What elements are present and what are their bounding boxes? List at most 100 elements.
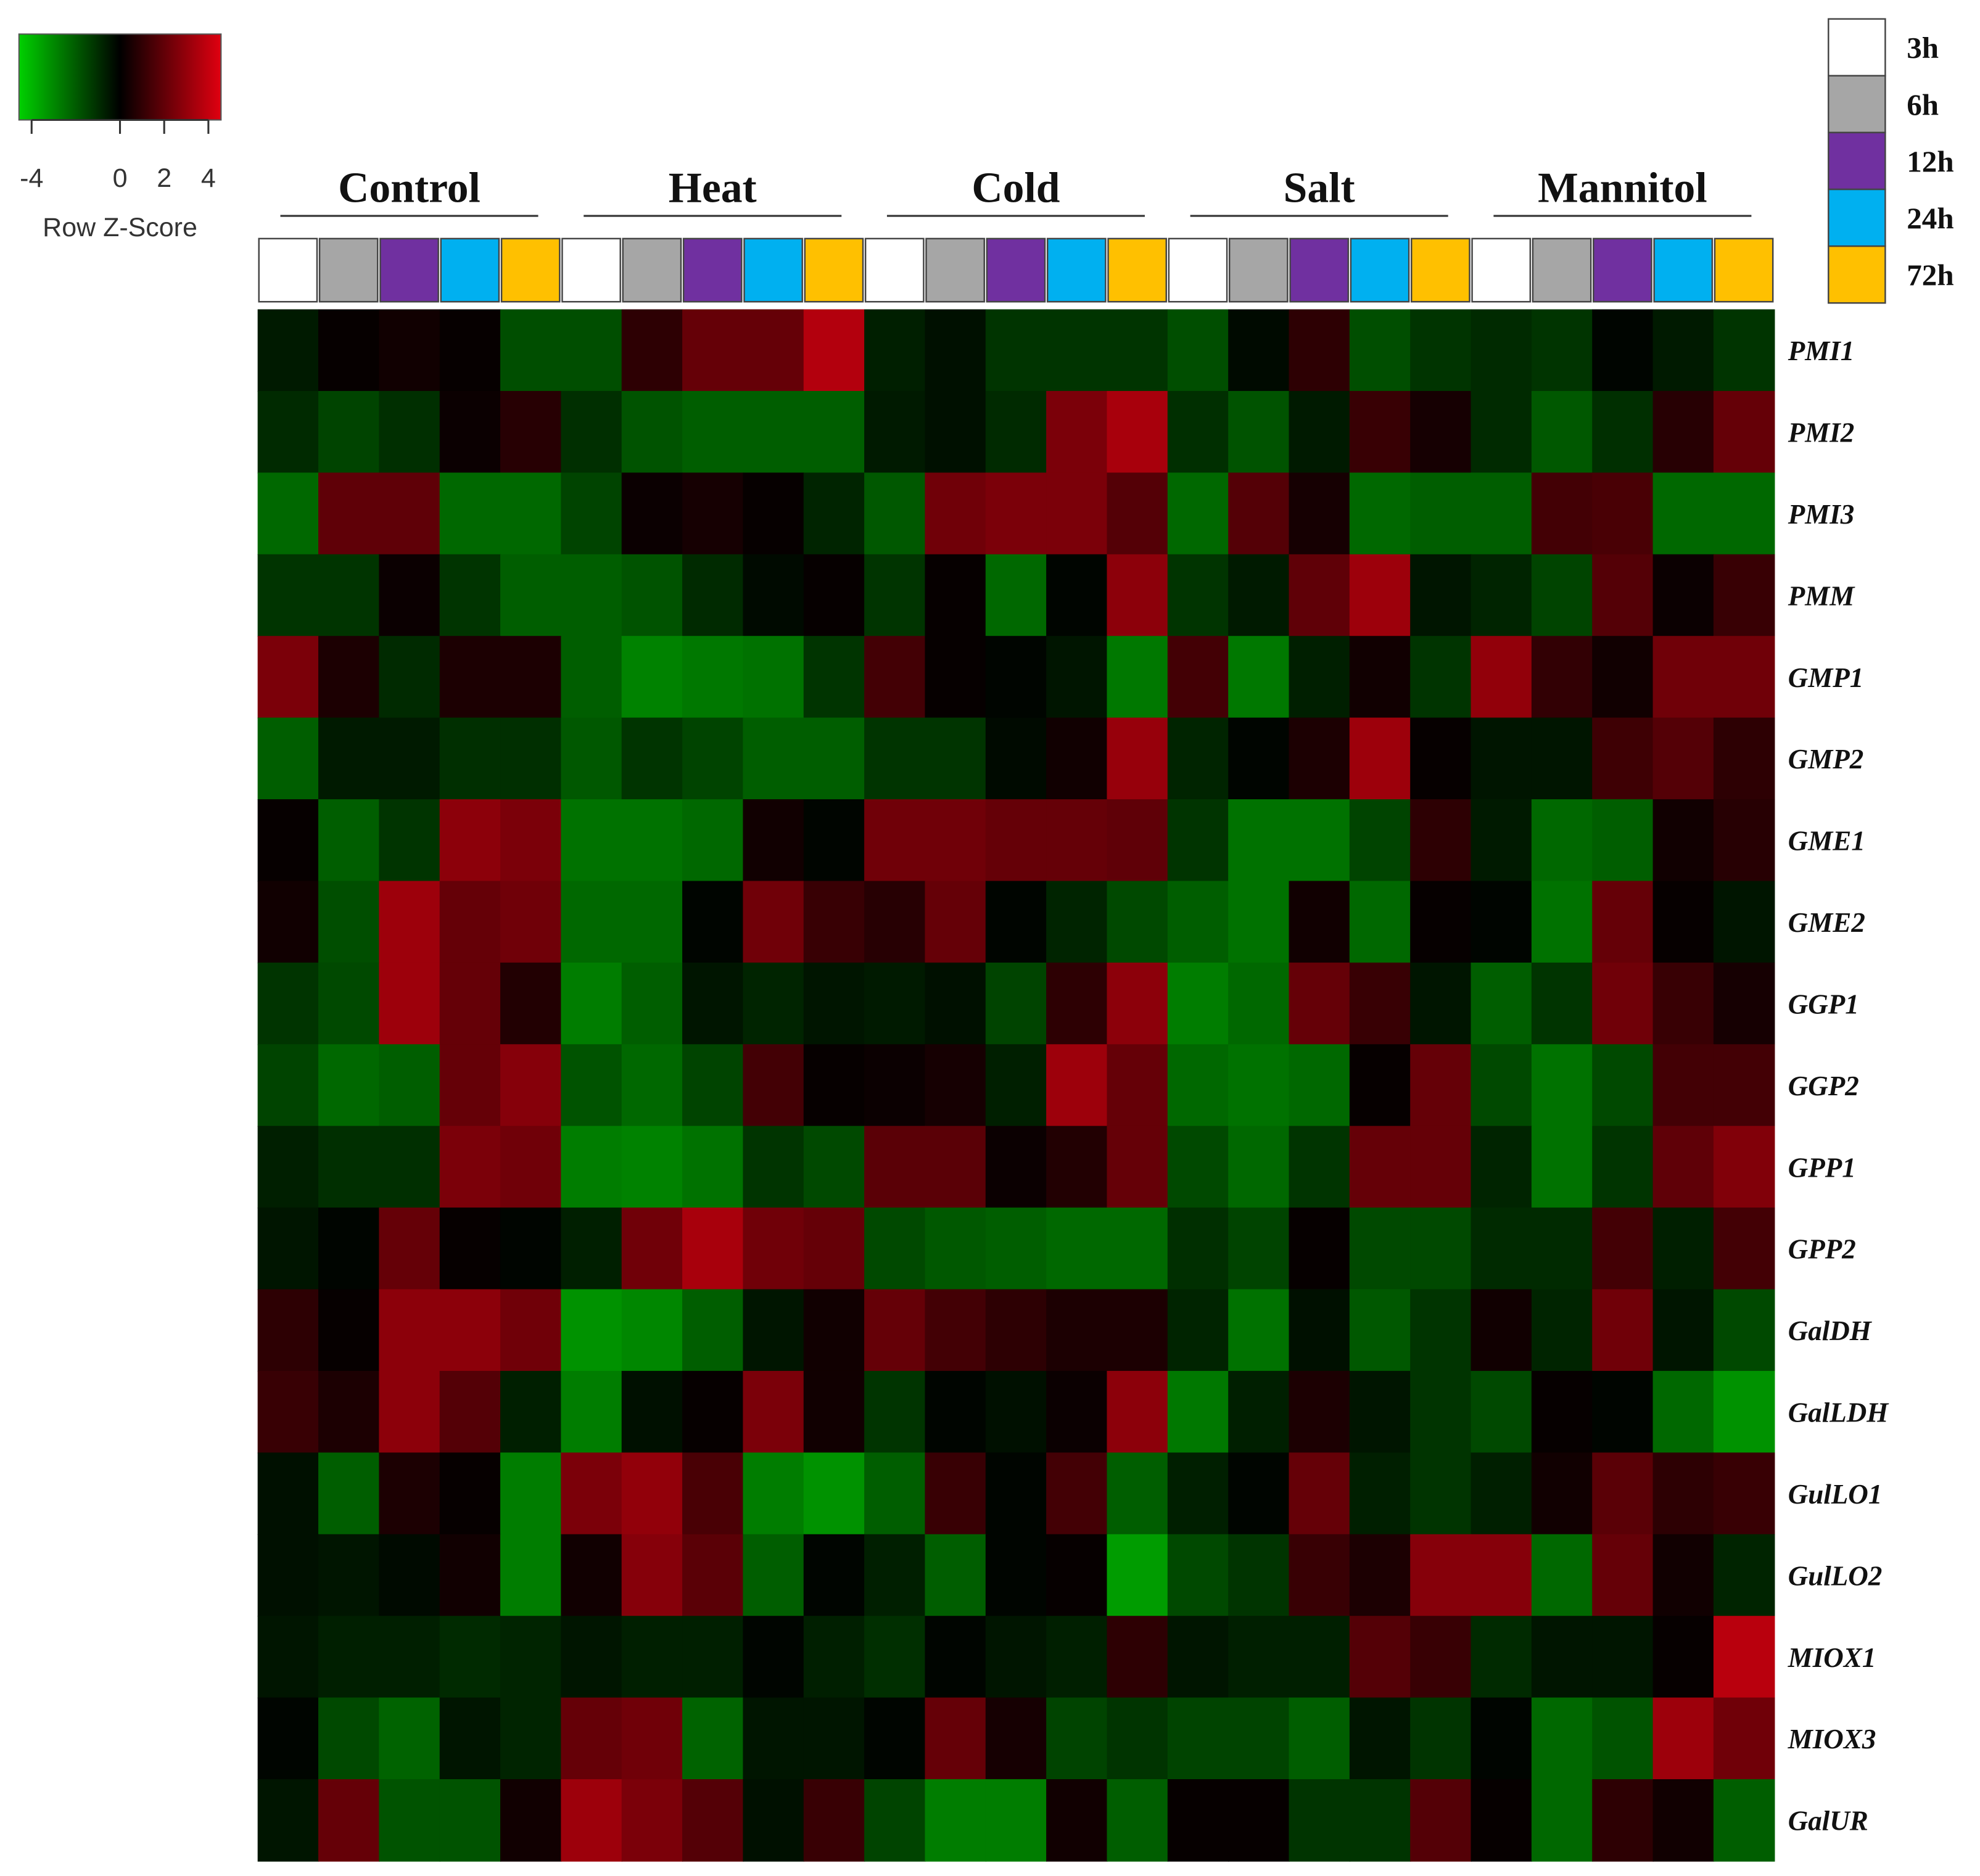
- heat-cell: [379, 472, 440, 556]
- heat-cell: [439, 1370, 501, 1454]
- time-annotation: [1107, 237, 1168, 303]
- heat-cell: [682, 881, 744, 964]
- heat-cell: [1592, 962, 1654, 1045]
- heat-cell: [1531, 881, 1593, 964]
- heat-cell: [803, 1044, 865, 1127]
- heat-cell: [1592, 554, 1654, 637]
- heat-cell: [1228, 881, 1290, 964]
- heat-cell: [1652, 1697, 1715, 1780]
- heat-cell: [1652, 472, 1715, 556]
- heat-cell: [379, 799, 440, 882]
- heat-cell: [1349, 1044, 1411, 1127]
- heat-cell: [257, 1452, 320, 1536]
- heat-cell: [1531, 1534, 1593, 1617]
- heat-cell: [1592, 309, 1654, 392]
- heat-cell: [1471, 472, 1533, 556]
- heat-cell: [1531, 1044, 1593, 1127]
- heat-cell: [985, 1044, 1047, 1127]
- heat-cell: [257, 1697, 320, 1780]
- heat-cell: [1592, 636, 1654, 718]
- heat-cell: [1349, 1452, 1411, 1536]
- heat-cell: [1652, 1534, 1715, 1617]
- heat-cell: [1289, 472, 1351, 556]
- heat-cell: [925, 717, 987, 800]
- heat-cell: [1592, 1370, 1654, 1454]
- heat-cell: [1289, 799, 1351, 882]
- heat-cell: [925, 1779, 987, 1862]
- heat-cell: [1289, 962, 1351, 1045]
- heat-cell: [1107, 881, 1169, 964]
- heat-cell: [1349, 1779, 1411, 1862]
- heat-cell: [621, 1370, 683, 1454]
- heat-cell: [1652, 1289, 1715, 1372]
- heat-cell: [925, 881, 987, 964]
- heat-cell: [1471, 390, 1533, 474]
- heat-cell: [1471, 1044, 1533, 1127]
- heat-cell: [1107, 1207, 1169, 1290]
- heat-cell: [985, 799, 1047, 882]
- heat-cell: [621, 1044, 683, 1127]
- colorbar-label: Row Z-Score: [43, 213, 197, 242]
- heat-cell: [1531, 472, 1593, 556]
- heat-cell: [1471, 717, 1533, 800]
- row-label: PMI2: [1788, 418, 1855, 448]
- heat-cell: [1531, 390, 1593, 474]
- heat-cell: [864, 1534, 926, 1617]
- heat-cell: [439, 554, 501, 637]
- heat-cell: [1228, 1289, 1290, 1372]
- heat-cell: [1471, 1534, 1533, 1617]
- heat-cell: [1107, 1125, 1169, 1209]
- heat-cell: [985, 554, 1047, 637]
- heat-cell: [318, 799, 380, 882]
- heat-cell: [318, 1044, 380, 1127]
- row-label: GPP1: [1788, 1152, 1856, 1183]
- heat-cell: [1107, 1616, 1169, 1698]
- heat-cell: [1713, 717, 1775, 800]
- heat-cell: [1289, 1534, 1351, 1617]
- heat-cell: [743, 717, 804, 800]
- heat-cell: [682, 1779, 744, 1862]
- heat-cell: [1167, 1779, 1229, 1862]
- heat-cell: [1471, 1452, 1533, 1536]
- heat-cell: [1713, 636, 1775, 718]
- heat-cell: [1167, 881, 1229, 964]
- heat-cell: [1531, 554, 1593, 637]
- heat-cell: [1349, 636, 1411, 718]
- heat-cell: [318, 472, 380, 556]
- row-label: GulLO1: [1788, 1479, 1883, 1510]
- heat-cell: [682, 309, 744, 392]
- heat-cell: [1713, 962, 1775, 1045]
- heat-cell: [1107, 390, 1169, 474]
- heat-cell: [561, 1616, 622, 1698]
- heat-cell: [379, 1534, 440, 1617]
- heat-cell: [1107, 554, 1169, 637]
- heat-cell: [1592, 799, 1654, 882]
- heat-cell: [985, 1697, 1047, 1780]
- heat-cell: [864, 309, 926, 392]
- heat-cell: [318, 1779, 380, 1862]
- heat-cell: [379, 390, 440, 474]
- heat-cell: [1107, 717, 1169, 800]
- heat-cell: [1046, 1534, 1108, 1617]
- heat-cell: [1289, 1779, 1351, 1862]
- time-annotation: [379, 237, 439, 303]
- heat-cell: [1471, 799, 1533, 882]
- heat-cell: [1349, 1697, 1411, 1780]
- heat-cell: [1471, 1289, 1533, 1372]
- heat-cell: [561, 1370, 622, 1454]
- heat-cell: [985, 1125, 1047, 1209]
- heat-cell: [257, 1125, 320, 1209]
- heat-cell: [500, 1125, 562, 1209]
- heat-cell: [439, 472, 501, 556]
- heat-cell: [1531, 962, 1593, 1045]
- heat-cell: [1592, 717, 1654, 800]
- heat-cell: [621, 881, 683, 964]
- heat-cell: [1592, 1779, 1654, 1862]
- heat-cell: [1167, 1044, 1229, 1127]
- heat-cell: [864, 1207, 926, 1290]
- heat-cell: [1531, 1452, 1593, 1536]
- time-annotation: [1653, 237, 1714, 303]
- row-label: PMI3: [1788, 499, 1855, 530]
- heat-cell: [1046, 1616, 1108, 1698]
- heat-cell: [1592, 472, 1654, 556]
